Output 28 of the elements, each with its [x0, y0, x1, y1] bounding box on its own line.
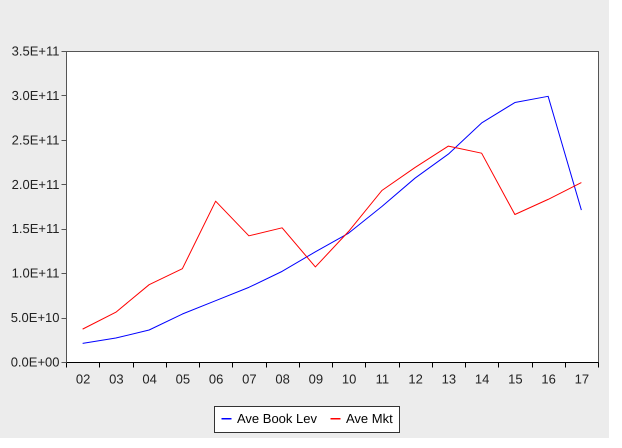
x-tick-label: 02 — [76, 372, 90, 386]
y-tick-label: 0.0E+00 — [10, 354, 60, 370]
y-tick-label: 3.5E+11 — [12, 44, 60, 58]
x-tick-label: 14 — [474, 372, 490, 386]
x-tick-label: 08 — [275, 372, 290, 386]
x-tick-label: 17 — [574, 372, 590, 386]
line-series — [82, 146, 582, 330]
x-tick-label: 09 — [308, 372, 324, 386]
line-series — [82, 96, 582, 344]
x-tick-label: 15 — [508, 372, 523, 386]
x-tick-label: 06 — [208, 372, 224, 386]
x-tick-label: 11 — [376, 372, 390, 386]
x-tick-label: 12 — [408, 372, 423, 386]
y-tick-label: 3.0E+11 — [12, 88, 60, 103]
x-tick-label: 05 — [176, 372, 190, 386]
y-tick-label: 1.5E+11 — [12, 221, 60, 236]
x-tick-label: 07 — [242, 372, 257, 386]
legend-label: Ave Book Lev — [237, 410, 318, 426]
y-tick-label: 2.0E+11 — [12, 176, 60, 192]
x-tick-label: 04 — [142, 372, 157, 386]
y-tick-label: 2.5E+11 — [12, 132, 60, 148]
y-tick-label: 5.0E+10 — [10, 310, 60, 326]
y-tick-label: 1.0E+11 — [12, 266, 60, 281]
x-tick-label: 16 — [541, 372, 556, 386]
legend-label: Ave Mkt — [346, 410, 394, 426]
x-tick-label: 10 — [342, 372, 356, 386]
x-tick-label: 03 — [109, 372, 124, 386]
x-tick-label: 13 — [442, 372, 456, 386]
